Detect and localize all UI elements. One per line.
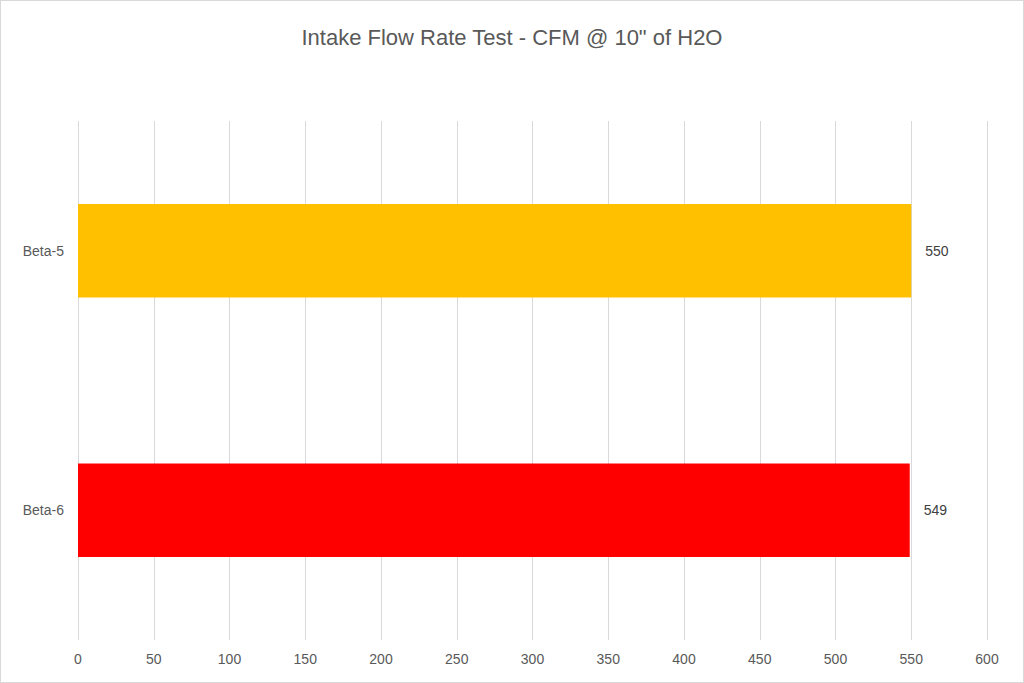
svg-text:300: 300 [521,651,545,667]
svg-text:250: 250 [445,651,469,667]
svg-text:Intake Flow Rate Test - CFM @: Intake Flow Rate Test - CFM @ 10" of H2O [302,25,723,50]
svg-text:50: 50 [146,651,162,667]
svg-text:350: 350 [597,651,621,667]
svg-text:500: 500 [824,651,848,667]
svg-text:550: 550 [925,243,949,259]
svg-text:450: 450 [748,651,772,667]
svg-text:600: 600 [975,651,999,667]
svg-text:400: 400 [672,651,696,667]
svg-text:0: 0 [74,651,82,667]
svg-text:Beta-6: Beta-6 [23,502,64,518]
svg-text:200: 200 [369,651,393,667]
svg-text:550: 550 [900,651,924,667]
svg-text:549: 549 [924,502,948,518]
svg-text:Beta-5: Beta-5 [23,243,64,259]
svg-text:150: 150 [294,651,318,667]
svg-text:100: 100 [218,651,242,667]
